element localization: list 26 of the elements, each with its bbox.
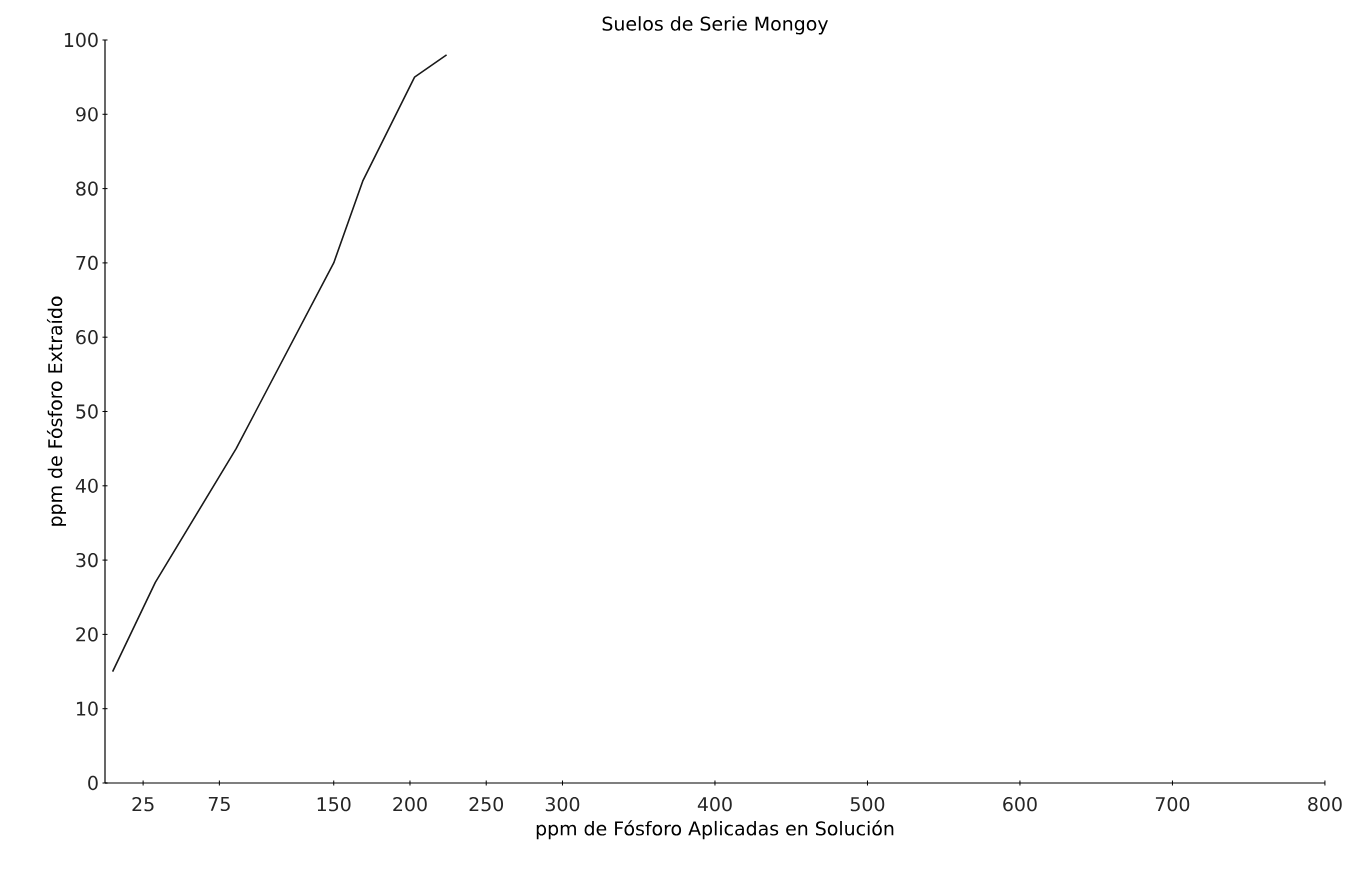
y-tick-label: 100 <box>64 32 98 48</box>
y-tick-label: 0 <box>88 775 98 791</box>
y-tick-label: 50 <box>76 404 98 419</box>
x-tick-label: 25 <box>132 797 154 812</box>
y-axis-title: ppm de Fósforo Extraído <box>46 296 67 526</box>
x-tick-label: 500 <box>850 797 885 812</box>
y-tick-label: 90 <box>76 107 98 122</box>
line-series <box>111 54 448 673</box>
chart-title: Suelos de Serie Mongoy <box>602 16 828 35</box>
y-tick-label: 20 <box>76 627 98 642</box>
x-tick-label: 700 <box>1155 797 1190 812</box>
x-tick-label: 400 <box>697 797 732 812</box>
x-tick-label: 75 <box>208 797 230 812</box>
x-tick-label: 250 <box>469 797 504 812</box>
x-tick-label: 600 <box>1003 797 1037 812</box>
y-tick-label: 60 <box>76 330 98 345</box>
y-tick-label: 80 <box>76 181 98 196</box>
y-tick-label: 70 <box>76 255 98 271</box>
x-tick-label: 200 <box>393 797 427 812</box>
x-tick-label: 300 <box>545 797 580 812</box>
x-tick-label: 800 <box>1308 797 1342 812</box>
x-tick-label: 150 <box>317 797 351 812</box>
x-axis-title: ppm de Fósforo Aplicadas en Solución <box>536 820 894 840</box>
y-tick-label: 10 <box>76 701 98 716</box>
y-tick-label: 40 <box>75 478 98 493</box>
y-tick-label: 30 <box>76 552 98 568</box>
